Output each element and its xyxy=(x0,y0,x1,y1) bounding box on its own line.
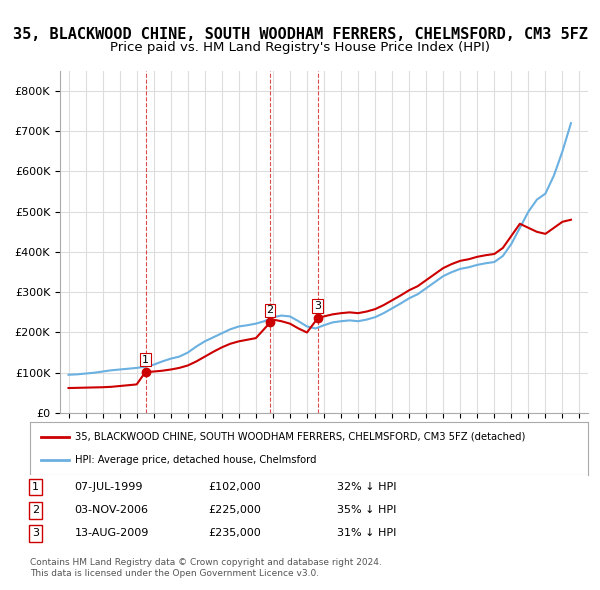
Text: 1: 1 xyxy=(142,355,149,365)
Text: £235,000: £235,000 xyxy=(209,528,262,538)
Text: 2: 2 xyxy=(266,305,274,315)
Text: 35, BLACKWOOD CHINE, SOUTH WOODHAM FERRERS, CHELMSFORD, CM3 5FZ (detached): 35, BLACKWOOD CHINE, SOUTH WOODHAM FERRE… xyxy=(74,432,525,442)
Text: Contains HM Land Registry data © Crown copyright and database right 2024.: Contains HM Land Registry data © Crown c… xyxy=(30,558,382,566)
Text: 03-NOV-2006: 03-NOV-2006 xyxy=(74,505,149,515)
Text: 35, BLACKWOOD CHINE, SOUTH WOODHAM FERRERS, CHELMSFORD, CM3 5FZ: 35, BLACKWOOD CHINE, SOUTH WOODHAM FERRE… xyxy=(13,27,587,41)
Text: 07-JUL-1999: 07-JUL-1999 xyxy=(74,482,143,492)
Text: 13-AUG-2009: 13-AUG-2009 xyxy=(74,528,149,538)
Text: 32% ↓ HPI: 32% ↓ HPI xyxy=(337,482,397,492)
Text: 3: 3 xyxy=(314,301,321,311)
Text: 31% ↓ HPI: 31% ↓ HPI xyxy=(337,528,396,538)
Text: HPI: Average price, detached house, Chelmsford: HPI: Average price, detached house, Chel… xyxy=(74,455,316,465)
Text: This data is licensed under the Open Government Licence v3.0.: This data is licensed under the Open Gov… xyxy=(30,569,319,578)
Text: Price paid vs. HM Land Registry's House Price Index (HPI): Price paid vs. HM Land Registry's House … xyxy=(110,41,490,54)
Text: £102,000: £102,000 xyxy=(209,482,262,492)
Text: 35% ↓ HPI: 35% ↓ HPI xyxy=(337,505,396,515)
Text: 1: 1 xyxy=(32,482,39,492)
Text: 2: 2 xyxy=(32,505,39,515)
Text: 3: 3 xyxy=(32,528,39,538)
Text: £225,000: £225,000 xyxy=(209,505,262,515)
